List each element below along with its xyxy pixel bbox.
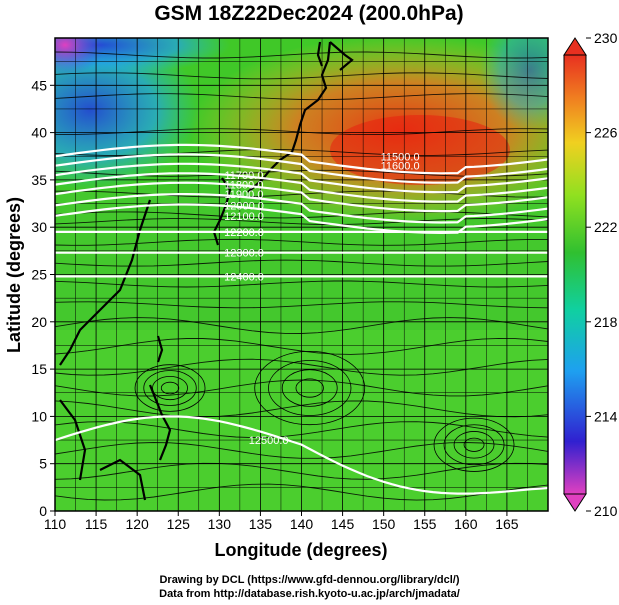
colorbar-tick-label: 230 [594,30,618,46]
colorbar-tick-label: 210 [594,503,618,519]
plot-area: 11500.011600.011700.011800.011900.012000… [55,38,548,511]
height-contours: 11500.011600.011700.011800.011900.012000… [55,143,548,495]
coastline-philippines [148,384,172,461]
pink-anomaly [55,38,105,75]
x-tick-label: 145 [331,516,355,532]
contour-line [55,181,548,213]
x-axis-ticks: 110 115 120 125 130 135 140 145 150 155 160 165 [44,511,519,532]
eddy-streamline [433,417,515,472]
colorbar-bottom-arrow [563,493,587,512]
colorbar-tick-label: 222 [594,219,618,235]
contour-line [55,193,548,224]
contour-label: 11600.0 [381,161,420,173]
y-tick-label: 35 [31,172,47,188]
coastline-korea [212,177,232,246]
contour-label: 11500.0 [381,151,420,163]
contour-label: 12400.0 [224,271,264,283]
contour-line [55,203,548,235]
y-tick-label: 25 [31,267,47,283]
contour-line [55,162,548,194]
eddy-streamline [134,364,206,412]
x-tick-label: 150 [372,516,396,532]
contour-label: 12300.0 [224,248,264,260]
credit-data-source: Data from http://database.rish.kyoto-u.a… [159,588,460,600]
northeast-cool [480,38,548,130]
coastline-borneo [99,458,147,501]
eddy-streamline [143,370,197,406]
eddy-streamline [254,350,366,426]
coastline-taiwan [156,335,164,363]
eddy-streamline [443,424,505,466]
contour-label: 12200.0 [224,227,264,239]
colorbar-body [563,54,587,495]
x-tick-label: 120 [125,516,149,532]
eddy-streamline [295,378,324,398]
x-tick-label: 165 [495,516,519,532]
y-tick-label: 15 [31,361,47,377]
eddy-streamline [453,431,495,459]
x-tick-label: 155 [413,516,437,532]
x-tick-label: 115 [85,516,108,532]
eddy-streamline [463,437,485,452]
contour-line [55,153,548,184]
colorbar-tick-label: 214 [594,408,618,424]
y-axis-label: Latitude (degrees) [4,197,24,353]
contour-label: 12500.0 [249,435,289,447]
y-tick-label: 20 [31,314,47,330]
colorbar-ticks: 210 214 218 222 226 230 [586,30,618,519]
x-tick-label: 135 [249,516,273,532]
eddy-streamline [160,381,180,395]
coastline-sakhalin [316,41,324,67]
y-tick-label: 5 [39,456,47,472]
y-tick-label: 0 [39,503,47,519]
contour-label: 12100.0 [224,211,264,223]
x-tick-label: 125 [167,516,191,532]
y-tick-label: 10 [31,408,47,424]
y-axis-ticks: 0 5 10 15 20 25 30 35 40 45 [31,77,55,519]
colorbar-top-arrow [563,37,587,56]
coastline-indochina [59,399,87,481]
x-tick-label: 160 [454,516,478,532]
x-tick-label: 140 [290,516,314,532]
eddy-streamline [152,375,188,401]
y-tick-label: 45 [31,77,47,93]
y-tick-label: 30 [31,219,47,235]
x-tick-label: 110 [44,516,67,532]
y-tick-label: 40 [31,125,47,141]
x-axis-label: Longitude (degrees) [214,540,387,560]
chart-title: GSM 18Z22Dec2024 (200.0hPa) [154,2,463,25]
eddy-streamline [268,360,352,416]
credit-dcl: Drawing by DCL (https://www.gfd-dennou.o… [159,574,460,586]
contour-line [55,415,548,495]
contour-line [55,143,548,175]
colorbar: 210 214 218 222 226 230 [563,30,618,519]
colorbar-tick-label: 218 [594,314,618,330]
eddy-streamline [281,369,338,407]
contour-line [55,172,548,203]
colorbar-tick-label: 226 [594,125,618,141]
gridlines [55,38,548,511]
x-tick-label: 130 [208,516,232,532]
coastline-hokkaido [329,41,354,71]
coastline-china [59,199,152,366]
